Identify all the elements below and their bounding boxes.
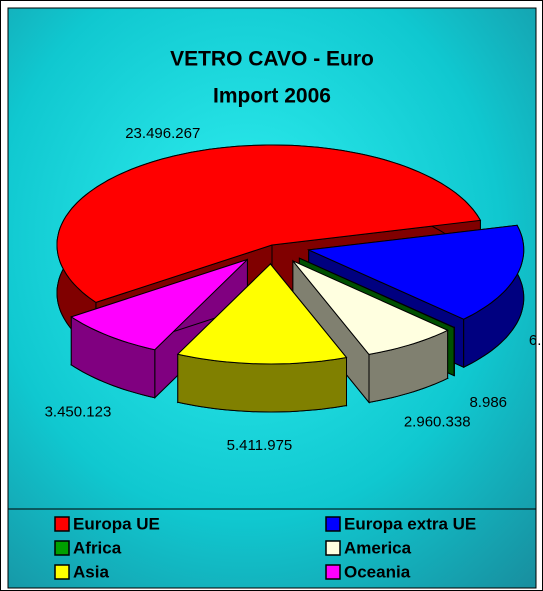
data-label: 2.960.338 xyxy=(404,414,471,431)
legend-swatch xyxy=(325,540,341,556)
legend-label: Africa xyxy=(73,538,122,557)
data-label: 3.450.123 xyxy=(45,404,112,421)
legend-label: America xyxy=(344,538,412,557)
legend-swatch xyxy=(325,516,341,532)
slice xyxy=(70,259,248,351)
legend-label: Europa UE xyxy=(73,514,160,533)
slice xyxy=(176,263,348,365)
slice xyxy=(299,257,456,329)
chart-title: VETRO CAVO - Euro xyxy=(170,48,374,71)
legend-swatch xyxy=(54,540,70,556)
legend-label: Europa extra UE xyxy=(344,514,476,533)
legend-swatch xyxy=(54,516,70,532)
legend-swatch xyxy=(54,564,70,580)
legend-label: Oceania xyxy=(344,562,411,581)
data-label: 8.986 xyxy=(469,394,507,411)
slice xyxy=(56,144,482,303)
slice xyxy=(306,224,525,320)
data-label: 5.411.975 xyxy=(227,437,293,454)
slice xyxy=(292,260,449,355)
pie: 23.496.267 6.800.759 8.986 2.960.338 5.411.9… xyxy=(45,125,543,454)
data-label: 6.800.759 xyxy=(529,332,543,349)
legend-label: Asia xyxy=(73,562,109,581)
data-label: 23.496.267 xyxy=(125,125,200,142)
legend: Europa UE Europa extra UE Africa America Asi… xyxy=(54,514,476,581)
legend-swatch xyxy=(325,564,341,580)
chart-subtitle: Import 2006 xyxy=(213,85,331,108)
